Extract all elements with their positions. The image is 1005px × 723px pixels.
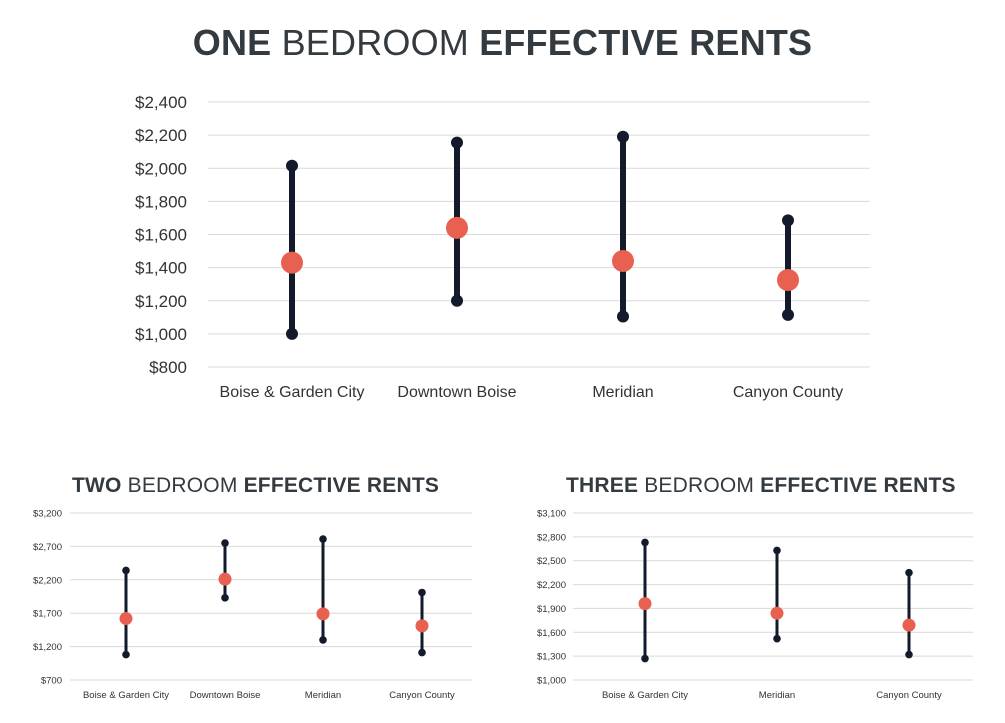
- y-tick-label: $1,700: [33, 609, 62, 620]
- high-point: [451, 136, 463, 149]
- title-part: BEDROOM: [271, 22, 480, 63]
- y-tick-label: $1,400: [135, 259, 187, 278]
- high-point: [319, 535, 327, 543]
- x-category-label: Boise & Garden City: [83, 690, 169, 701]
- x-category-label: Meridian: [305, 690, 341, 701]
- low-point: [122, 650, 130, 659]
- three-bedroom-title: THREE BEDROOM EFFECTIVE RENTS: [566, 474, 956, 498]
- two-bedroom-title: TWO BEDROOM EFFECTIVE RENTS: [72, 474, 439, 498]
- y-tick-label: $2,200: [33, 575, 62, 586]
- low-point: [773, 634, 781, 643]
- low-point: [617, 310, 629, 323]
- median-point: [902, 618, 916, 632]
- high-point: [641, 538, 649, 547]
- low-point: [221, 594, 229, 602]
- y-tick-label: $2,800: [537, 532, 566, 543]
- y-tick-label: $1,200: [33, 642, 62, 653]
- y-tick-label: $2,700: [33, 542, 62, 553]
- x-category-label: Canyon County: [389, 690, 455, 701]
- y-tick-label: $2,200: [537, 580, 566, 591]
- low-point: [905, 650, 913, 659]
- x-category-label: Downtown Boise: [190, 690, 261, 701]
- high-point: [221, 539, 229, 547]
- y-tick-label: $1,300: [537, 652, 566, 663]
- high-point: [782, 214, 794, 227]
- title-part: TWO: [72, 474, 122, 497]
- low-point: [286, 327, 298, 340]
- y-tick-label: $2,000: [135, 159, 187, 178]
- low-point: [641, 654, 649, 663]
- high-point: [773, 546, 781, 555]
- title-part: THREE: [566, 474, 639, 497]
- median-point: [770, 606, 784, 620]
- median-point: [446, 216, 468, 239]
- median-point: [119, 612, 133, 626]
- y-tick-label: $1,600: [537, 628, 566, 639]
- one-bedroom-title: ONE BEDROOM EFFECTIVE RENTS: [0, 22, 1005, 64]
- title-part: BEDROOM: [121, 474, 244, 497]
- y-tick-label: $2,200: [135, 126, 187, 145]
- low-point: [418, 648, 426, 657]
- x-category-label: Meridian: [759, 690, 795, 701]
- high-point: [617, 130, 629, 143]
- y-tick-label: $2,500: [537, 556, 566, 567]
- y-tick-label: $1,900: [537, 604, 566, 615]
- median-point: [612, 250, 634, 272]
- median-point: [415, 619, 429, 633]
- median-point: [218, 572, 232, 586]
- x-category-label: Boise & Garden City: [220, 384, 365, 401]
- y-tick-label: $2,400: [135, 93, 187, 112]
- high-point: [286, 159, 298, 172]
- title-part: BEDROOM: [638, 474, 761, 497]
- high-point: [905, 568, 913, 577]
- x-category-label: Downtown Boise: [397, 384, 516, 401]
- title-part: ONE: [192, 22, 272, 63]
- x-category-label: Canyon County: [733, 384, 843, 401]
- title-part: EFFECTIVE RENTS: [243, 474, 440, 497]
- median-point: [281, 251, 303, 274]
- median-point: [777, 269, 799, 292]
- y-tick-label: $700: [41, 676, 62, 687]
- x-category-label: Canyon County: [876, 690, 942, 701]
- low-point: [319, 636, 327, 644]
- x-category-label: Boise & Garden City: [602, 690, 688, 701]
- y-tick-label: $1,800: [135, 192, 187, 211]
- y-tick-label: $1,200: [135, 292, 187, 311]
- median-point: [638, 597, 652, 611]
- title-part: EFFECTIVE RENTS: [479, 22, 813, 63]
- low-point: [782, 308, 794, 321]
- y-tick-label: $800: [149, 358, 187, 377]
- y-tick-label: $1,000: [537, 676, 566, 687]
- y-tick-label: $1,600: [135, 226, 187, 245]
- y-tick-label: $3,200: [33, 509, 62, 520]
- low-point: [451, 294, 463, 307]
- high-point: [418, 588, 426, 597]
- x-category-label: Meridian: [592, 384, 653, 401]
- y-tick-label: $1,000: [135, 325, 187, 344]
- title-part: EFFECTIVE RENTS: [760, 474, 956, 497]
- high-point: [122, 566, 130, 575]
- y-tick-label: $3,100: [537, 509, 566, 520]
- median-point: [316, 607, 330, 621]
